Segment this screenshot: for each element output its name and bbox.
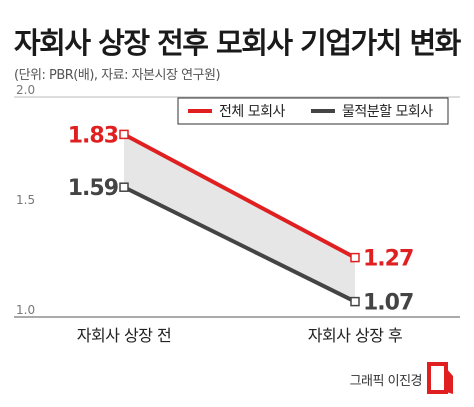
graphic-credit: 그래픽 이진경 <box>349 374 423 389</box>
series-line-1 <box>123 132 356 260</box>
series-line-2 <box>123 185 356 304</box>
data-label: 1.83 <box>68 123 118 148</box>
chart-title: 자회사 상장 전후 모회사 기업가치 변화 <box>14 26 461 60</box>
series-lines <box>119 129 360 307</box>
y-tick-label: 1.0 <box>16 303 35 317</box>
y-tick-group: 1.0 1.5 2.0 <box>16 83 35 317</box>
y-tick-label: 2.0 <box>16 83 35 97</box>
series-2-point <box>119 182 129 192</box>
series-gap-fill <box>124 134 355 302</box>
legend-label-series-1: 전체 모회사 <box>219 104 285 120</box>
data-label: 1.59 <box>68 176 118 201</box>
chart-subtitle: (단위: PBR(배), 자료: 자본시장 연구원) <box>14 68 221 83</box>
axis-group <box>14 96 460 318</box>
data-labels: 1.83 1.27 1.59 1.07 <box>68 123 415 316</box>
y-tick-label: 1.5 <box>16 193 35 207</box>
x-category-label: 자회사 상장 후 <box>308 326 403 345</box>
data-label: 1.27 <box>363 247 413 272</box>
x-category-labels: 자회사 상장 전 자회사 상장 후 <box>77 326 403 345</box>
newspaper-logo-icon <box>427 362 453 394</box>
x-category-label: 자회사 상장 전 <box>77 326 172 345</box>
legend-label-series-2: 물적분할 모회사 <box>342 104 433 120</box>
series-2-point <box>350 296 360 307</box>
data-label: 1.07 <box>363 291 413 316</box>
legend: 전체 모회사 물적분할 모회사 <box>177 97 449 125</box>
series-1-point <box>119 129 129 140</box>
series-1-point <box>350 252 360 263</box>
